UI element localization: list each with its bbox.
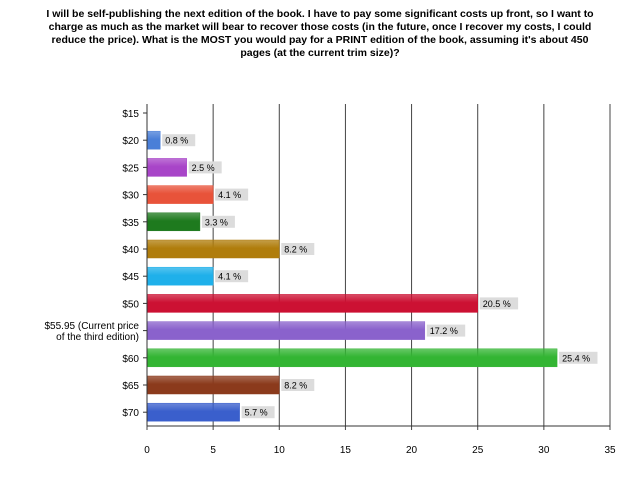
- data-label: 17.2 %: [430, 326, 458, 336]
- bar: [146, 239, 280, 259]
- bar: [146, 402, 240, 422]
- x-tick-label: 5: [210, 445, 216, 456]
- bar: [146, 158, 187, 177]
- data-label: 4.1 %: [218, 272, 241, 282]
- gridlines: [146, 104, 611, 426]
- data-label-bg: [281, 379, 315, 391]
- data-label-bg: [201, 215, 235, 228]
- data-label: 20.5 %: [483, 299, 511, 309]
- data-label-bg: [215, 188, 249, 201]
- x-tick-label: 0: [144, 445, 150, 456]
- data-label: 0.8 %: [165, 136, 188, 146]
- category-label: $65: [122, 381, 139, 392]
- category-label: $15: [122, 109, 139, 120]
- data-label-bg: [215, 270, 249, 283]
- labels: 0 5 10 15 20 25 30 35 $15 $20 0.8 % $25 2.5 % $30 4.1 …: [45, 109, 616, 456]
- data-label: 5.7 %: [245, 408, 268, 418]
- bar: [146, 130, 161, 150]
- x-tick-label: 30: [538, 445, 550, 456]
- x-tick-label: 20: [406, 445, 418, 456]
- data-label-bg: [479, 297, 519, 310]
- data-label-bg: [426, 324, 466, 337]
- x-tick-label: 35: [604, 445, 616, 456]
- x-tick-label: 10: [274, 445, 286, 456]
- category-label: $60: [122, 354, 139, 365]
- category-label: $70: [122, 408, 139, 419]
- x-tick-label: 15: [340, 445, 352, 456]
- category-label: $30: [122, 191, 139, 202]
- category-label: of the third edition): [56, 332, 139, 343]
- category-label: $35: [122, 218, 139, 229]
- data-label-bg: [162, 134, 196, 147]
- bar: [146, 266, 214, 286]
- data-label-bg: [188, 161, 222, 174]
- bar: [146, 185, 214, 204]
- data-label-bg: [559, 351, 598, 364]
- data-label: 8.2 %: [284, 245, 307, 255]
- data-label: 2.5 %: [192, 163, 215, 173]
- bar: [146, 212, 201, 232]
- bar: [146, 375, 280, 395]
- bar: [146, 348, 558, 368]
- data-label: 8.2 %: [284, 381, 307, 391]
- category-label: $20: [122, 136, 139, 147]
- category-label: $45: [122, 272, 139, 283]
- category-label: $55.95 (Current price: [45, 321, 140, 332]
- data-label-bg: [281, 243, 315, 255]
- bar: [146, 294, 478, 313]
- x-tick-label: 25: [472, 445, 484, 456]
- axes: [143, 104, 611, 430]
- data-label: 3.3 %: [205, 217, 228, 227]
- category-label: $25: [122, 163, 139, 174]
- data-label: 25.4 %: [562, 353, 590, 363]
- chart-title: I will be self-publishing the next editi…: [46, 8, 594, 59]
- bar: [146, 321, 426, 340]
- data-label-bg: [241, 406, 275, 419]
- category-label: $40: [122, 245, 139, 256]
- data-label: 4.1 %: [218, 190, 241, 200]
- category-label: $50: [122, 299, 139, 310]
- bars: [146, 130, 558, 422]
